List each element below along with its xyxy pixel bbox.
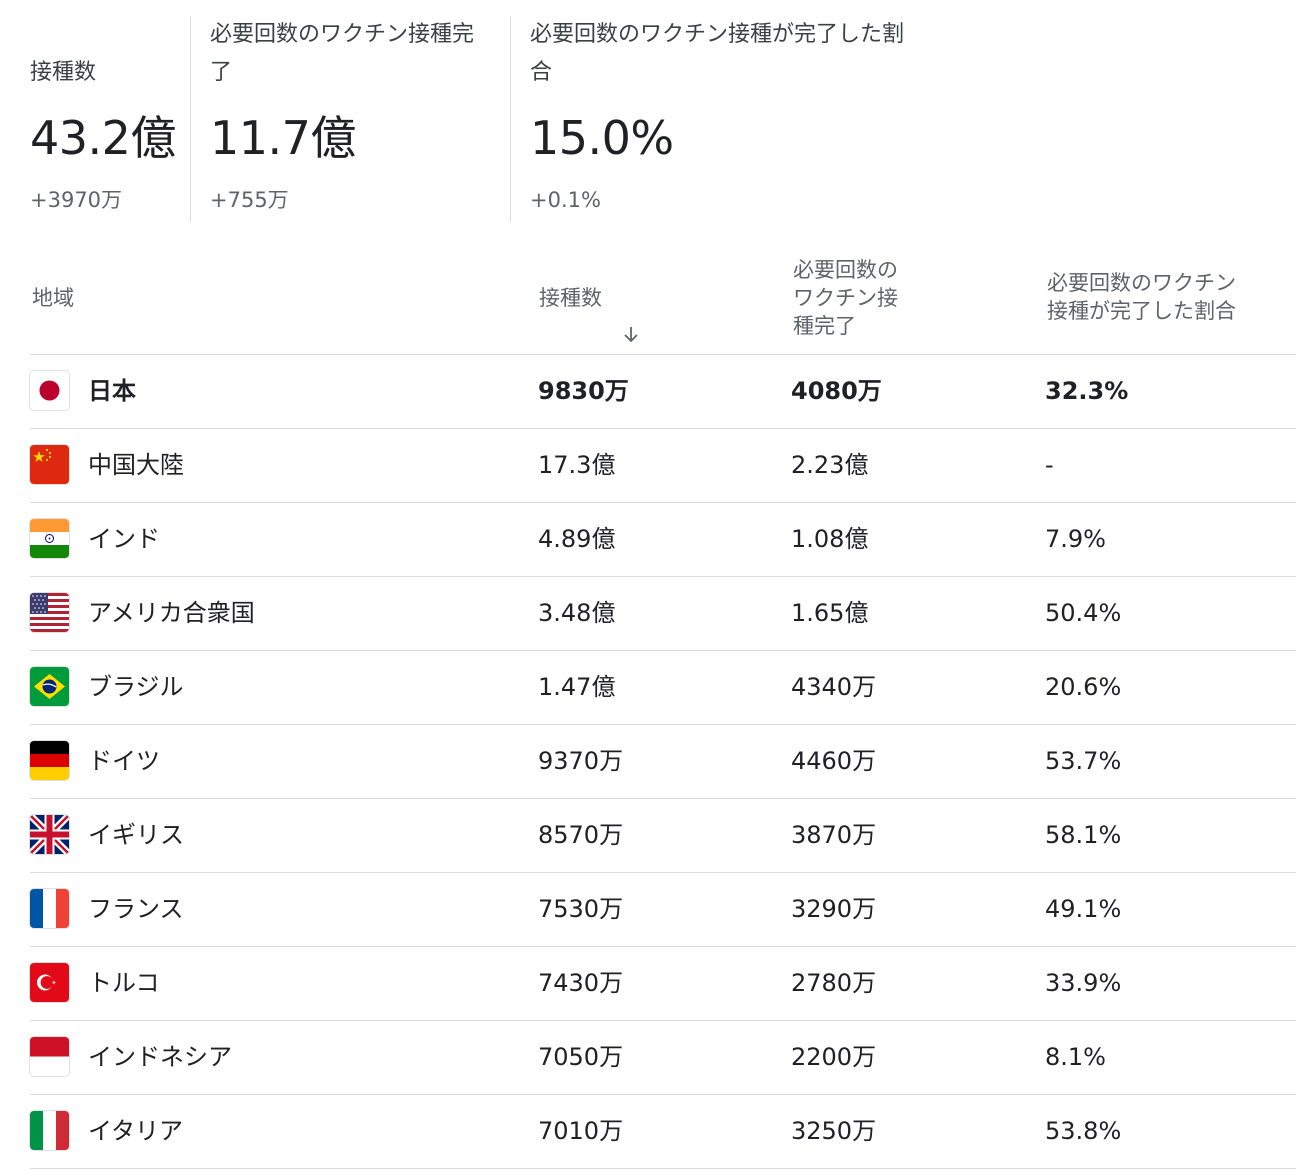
doses-value: 7010万 xyxy=(538,1117,624,1145)
doses-value: 4.89億 xyxy=(538,525,616,553)
table-row[interactable]: アメリカ合衆国 3.48億 1.65億 50.4% xyxy=(30,577,1296,651)
doses-value: 7530万 xyxy=(538,895,624,923)
stat-change: +755万 xyxy=(210,188,289,212)
table-header: 地域 接種数 必要回数の ワクチン接 種完了 必要回数のワクチン 接種が完了した… xyxy=(30,244,1296,355)
column-header-line: ワクチン接 xyxy=(793,286,898,310)
column-header-region[interactable]: 地域 xyxy=(32,286,74,310)
fully-vaccinated-percent-value: 53.8% xyxy=(1045,1117,1122,1145)
table-row[interactable]: インド 4.89億 1.08億 7.9% xyxy=(30,503,1296,577)
column-header-line: 必要回数の xyxy=(793,258,898,282)
doses-value: 1.47億 xyxy=(538,673,616,701)
brazil-flag-icon xyxy=(30,667,69,706)
table-row[interactable]: イギリス 8570万 3870万 58.1% xyxy=(30,799,1296,873)
uk-flag-icon xyxy=(30,815,69,854)
vaccination-table: 地域 接種数 必要回数の ワクチン接 種完了 必要回数のワクチン 接種が完了した… xyxy=(30,244,1296,1169)
fully-vaccinated-percent-value: - xyxy=(1045,451,1054,479)
column-header-fully-vaccinated[interactable]: 必要回数の ワクチン接 種完了 xyxy=(793,256,898,340)
turkey-flag-icon xyxy=(30,963,69,1002)
india-flag-icon xyxy=(30,519,69,558)
column-header-line: 種完了 xyxy=(793,314,856,338)
table-row[interactable]: ドイツ 9370万 4460万 53.7% xyxy=(30,725,1296,799)
column-header-fully-vaccinated-percent[interactable]: 必要回数のワクチン 接種が完了した割合 xyxy=(1047,269,1236,325)
region-name: フランス xyxy=(88,895,184,923)
region-name: イギリス xyxy=(88,821,184,849)
stat-divider xyxy=(510,16,511,222)
stat-value: 11.7億 xyxy=(210,111,356,165)
fully-vaccinated-percent-value: 33.9% xyxy=(1045,969,1122,997)
stat-total-doses: 接種数 43.2億 +3970万 xyxy=(30,0,180,222)
stat-change: +3970万 xyxy=(30,188,123,212)
region-name: ドイツ xyxy=(88,747,160,775)
fully-vaccinated-value: 3250万 xyxy=(791,1117,877,1145)
doses-value: 7430万 xyxy=(538,969,624,997)
table-row[interactable]: 日本 9830万 4080万 32.3% xyxy=(30,355,1296,429)
fully-vaccinated-value: 3290万 xyxy=(791,895,877,923)
china-flag-icon xyxy=(30,445,69,484)
fully-vaccinated-value: 2.23億 xyxy=(791,451,869,479)
column-header-line: 接種が完了した割合 xyxy=(1047,299,1236,323)
italy-flag-icon xyxy=(30,1111,69,1150)
stat-label: 接種数 xyxy=(30,60,97,85)
japan-flag-icon xyxy=(30,371,69,410)
fully-vaccinated-percent-value: 32.3% xyxy=(1045,377,1129,405)
region-name: 中国大陸 xyxy=(88,451,184,479)
fully-vaccinated-value: 2780万 xyxy=(791,969,877,997)
fully-vaccinated-value: 3870万 xyxy=(791,821,877,849)
arrow-down-icon xyxy=(624,327,638,343)
stat-fully-vaccinated: 必要回数のワクチン接種完 了 11.7億 +755万 xyxy=(210,0,500,222)
fully-vaccinated-percent-value: 58.1% xyxy=(1045,821,1122,849)
fully-vaccinated-percent-value: 7.9% xyxy=(1045,525,1106,553)
table-row[interactable]: イタリア 7010万 3250万 53.8% xyxy=(30,1095,1296,1169)
region-name: トルコ xyxy=(88,969,160,997)
doses-value: 7050万 xyxy=(538,1043,624,1071)
stat-divider xyxy=(190,16,191,222)
table-row[interactable]: 中国大陸 17.3億 2.23億 - xyxy=(30,429,1296,503)
fully-vaccinated-percent-value: 50.4% xyxy=(1045,599,1122,627)
fully-vaccinated-percent-value: 49.1% xyxy=(1045,895,1122,923)
fully-vaccinated-percent-value: 8.1% xyxy=(1045,1043,1106,1071)
germany-flag-icon xyxy=(30,741,69,780)
region-name: 日本 xyxy=(88,377,136,405)
stat-change: +0.1% xyxy=(530,188,601,212)
table-row[interactable]: トルコ 7430万 2780万 33.9% xyxy=(30,947,1296,1021)
stat-label: 必要回数のワクチン接種完 xyxy=(210,22,475,47)
stat-value: 15.0% xyxy=(530,111,674,165)
region-name: アメリカ合衆国 xyxy=(88,599,255,627)
fully-vaccinated-value: 4340万 xyxy=(791,673,877,701)
doses-value: 17.3億 xyxy=(538,451,616,479)
doses-value: 3.48億 xyxy=(538,599,616,627)
stat-fully-vaccinated-percent: 必要回数のワクチン接種が完了した割 合 15.0% +0.1% xyxy=(530,0,950,222)
region-name: インドネシア xyxy=(88,1043,232,1071)
fully-vaccinated-value: 1.65億 xyxy=(791,599,869,627)
doses-value: 9830万 xyxy=(538,377,629,405)
column-header-doses[interactable]: 接種数 xyxy=(539,284,649,344)
fully-vaccinated-percent-value: 20.6% xyxy=(1045,673,1122,701)
column-header-doses-label: 接種数 xyxy=(539,286,602,310)
table-row[interactable]: ブラジル 1.47億 4340万 20.6% xyxy=(30,651,1296,725)
table-row[interactable]: フランス 7530万 3290万 49.1% xyxy=(30,873,1296,947)
table-row[interactable]: インドネシア 7050万 2200万 8.1% xyxy=(30,1021,1296,1095)
fully-vaccinated-value: 4460万 xyxy=(791,747,877,775)
stat-label-continued: 合 xyxy=(530,60,553,85)
stat-value: 43.2億 xyxy=(30,111,176,165)
usa-flag-icon xyxy=(30,593,69,632)
region-name: インド xyxy=(88,525,160,553)
region-name: イタリア xyxy=(88,1117,184,1145)
region-name: ブラジル xyxy=(88,673,184,701)
doses-value: 9370万 xyxy=(538,747,624,775)
stat-label: 必要回数のワクチン接種が完了した割 xyxy=(530,22,905,47)
stat-label-continued: 了 xyxy=(210,60,233,85)
vaccination-summary: 接種数 43.2億 +3970万 必要回数のワクチン接種完 了 11.7億 +7… xyxy=(0,0,1296,240)
fully-vaccinated-percent-value: 53.7% xyxy=(1045,747,1122,775)
column-header-line: 必要回数のワクチン xyxy=(1047,271,1236,295)
fully-vaccinated-value: 1.08億 xyxy=(791,525,869,553)
indonesia-flag-icon xyxy=(30,1037,69,1076)
fully-vaccinated-value: 4080万 xyxy=(791,377,882,405)
france-flag-icon xyxy=(30,889,69,928)
fully-vaccinated-value: 2200万 xyxy=(791,1043,877,1071)
doses-value: 8570万 xyxy=(538,821,624,849)
